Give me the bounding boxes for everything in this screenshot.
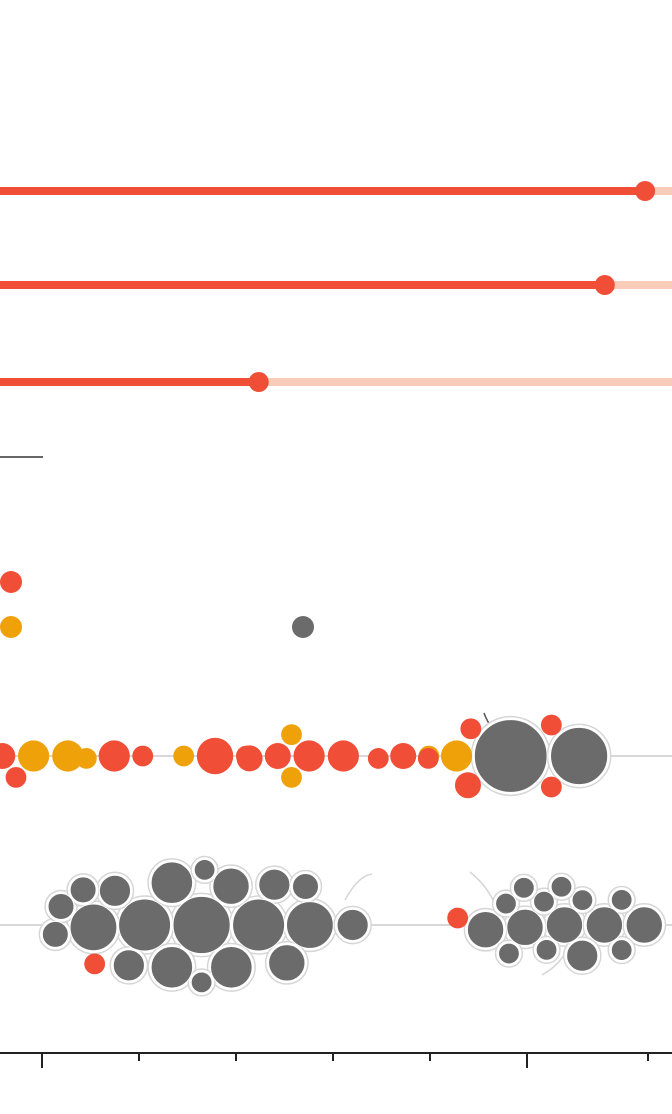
bubble-point bbox=[41, 920, 69, 948]
bubble-point bbox=[150, 861, 194, 905]
x-axis bbox=[0, 1052, 672, 1068]
bubble-point bbox=[281, 766, 302, 788]
progress-marker bbox=[594, 275, 615, 295]
bubble-point bbox=[466, 910, 505, 949]
bubble-point bbox=[193, 858, 216, 881]
bubble-point bbox=[258, 868, 291, 901]
bubble-point bbox=[291, 872, 319, 900]
bubble-point bbox=[84, 953, 106, 975]
bubble-point bbox=[75, 747, 97, 769]
legend-swatch bbox=[0, 571, 22, 593]
bubble-point bbox=[535, 938, 558, 961]
progress-marker bbox=[635, 181, 656, 201]
bubble-point bbox=[268, 944, 306, 982]
bubble-point bbox=[150, 945, 194, 989]
bubble-point bbox=[52, 740, 84, 772]
bubble-point bbox=[190, 971, 213, 994]
bubble-point bbox=[610, 889, 633, 911]
bubble-point bbox=[69, 876, 97, 904]
bubble-point bbox=[98, 740, 130, 772]
progress-marker bbox=[248, 372, 269, 392]
bubble-point bbox=[512, 876, 535, 899]
bubble-point bbox=[98, 874, 132, 907]
bubble-point bbox=[454, 772, 481, 799]
legend-swatch bbox=[0, 616, 22, 638]
bubble-point bbox=[47, 892, 75, 920]
bubble-point bbox=[473, 719, 548, 793]
bubble-point bbox=[132, 745, 154, 767]
bubble-point bbox=[540, 714, 562, 736]
leader-line bbox=[344, 873, 373, 901]
bubble-point bbox=[281, 724, 302, 746]
bubble-point bbox=[112, 949, 145, 982]
bubble-point bbox=[540, 776, 562, 798]
bubble-point bbox=[286, 901, 334, 949]
bubble-point bbox=[625, 906, 663, 944]
bubble-point bbox=[498, 942, 520, 965]
legend-swatch bbox=[292, 616, 314, 638]
bubble-point bbox=[336, 908, 369, 942]
bubble-point bbox=[293, 740, 325, 772]
bubble-point bbox=[210, 945, 253, 989]
progress-bars bbox=[0, 181, 672, 392]
bubble-point bbox=[585, 906, 624, 944]
bubble-point bbox=[212, 867, 250, 905]
bubble-point bbox=[545, 906, 584, 944]
bubble-point bbox=[118, 898, 172, 952]
bubble-point bbox=[460, 718, 482, 740]
bubble-point bbox=[506, 908, 544, 947]
bubble-point bbox=[571, 889, 594, 912]
bubble-point bbox=[550, 875, 573, 898]
legend bbox=[0, 571, 314, 638]
bubbles bbox=[0, 714, 663, 994]
bubble-point bbox=[264, 743, 291, 769]
bubble-point bbox=[367, 748, 389, 769]
bubble-point bbox=[236, 745, 263, 772]
bubble-point bbox=[173, 745, 195, 767]
bubble-point bbox=[550, 726, 609, 786]
bubble-point bbox=[495, 892, 517, 915]
bubble-point bbox=[566, 939, 599, 972]
bubble-point bbox=[533, 890, 555, 913]
bubble-point bbox=[172, 895, 231, 955]
bubble-point bbox=[232, 898, 286, 952]
bubble-point bbox=[417, 747, 439, 769]
bubble-point bbox=[17, 740, 50, 772]
bubble-point bbox=[440, 740, 473, 772]
bubble-point bbox=[0, 743, 16, 769]
bubble-point bbox=[69, 903, 118, 952]
bubble-point bbox=[196, 737, 234, 775]
bubble-point bbox=[5, 766, 27, 788]
bubble-point bbox=[610, 939, 633, 961]
bubble-point bbox=[447, 907, 469, 929]
bubble-point bbox=[327, 740, 359, 772]
bubble-point bbox=[390, 743, 417, 769]
